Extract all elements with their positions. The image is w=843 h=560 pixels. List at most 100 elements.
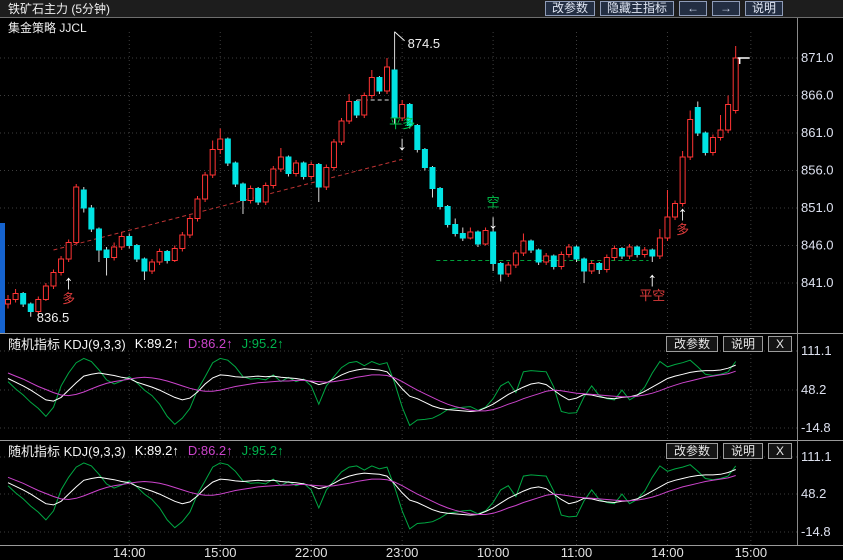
candle-body: [315, 164, 322, 188]
candle-body: [80, 189, 87, 209]
candle-body: [649, 249, 656, 257]
candle-body: [520, 240, 527, 254]
candle-body: [224, 138, 231, 164]
candle-body: [308, 164, 315, 177]
candle-body: [702, 132, 709, 153]
candle-body: [300, 162, 307, 177]
time-axis-label: 11:00: [561, 545, 593, 560]
candle-body: [239, 183, 246, 201]
prev-arrow-icon[interactable]: ←: [678, 1, 707, 16]
extreme-price-label: 836.5: [37, 310, 70, 325]
signal-down-arrow-icon: ↓: [397, 133, 407, 155]
kdj-close-button[interactable]: X: [767, 442, 792, 459]
price-axis-label: 871.0: [801, 50, 834, 65]
candle-body: [490, 231, 497, 264]
change-params-button[interactable]: 改参数: [544, 1, 595, 16]
time-axis-label: 22:00: [295, 545, 328, 560]
candle-body: [164, 251, 171, 261]
candle-body: [368, 77, 375, 96]
candle-body: [505, 264, 512, 275]
candle-body: [596, 263, 603, 270]
candle-body: [338, 120, 345, 143]
kdj-k-value: K:89.2↑: [134, 443, 179, 458]
candle-body: [467, 231, 474, 239]
help-button[interactable]: 说明: [744, 1, 783, 16]
candle-body: [384, 66, 390, 92]
candle-body: [414, 125, 421, 150]
candle-body: [330, 141, 337, 168]
kdj-k-line: [7, 364, 736, 413]
candle-body: [459, 233, 466, 239]
candle-body: [664, 216, 671, 239]
panel-divider-1: [0, 333, 843, 334]
candle-body: [611, 248, 618, 258]
time-axis-label: 10:00: [477, 545, 510, 560]
candle-body: [543, 255, 550, 263]
candle-body: [111, 246, 118, 258]
j-up-arrow-icon: ↑: [277, 443, 284, 458]
signal-up-arrow-icon: ↑: [678, 203, 688, 225]
candle-body: [5, 299, 11, 305]
candle-body: [103, 249, 110, 258]
kdj-j-value: J:95.2↑: [241, 443, 284, 458]
candle-body: [209, 149, 216, 176]
kdj-axis-label: 111.1: [801, 343, 832, 358]
candle-body: [20, 293, 27, 305]
candle-body: [732, 57, 739, 111]
candle-body: [581, 258, 588, 272]
kdj-close-button[interactable]: X: [767, 335, 792, 352]
strategy-label: 集金策略 JJCL: [8, 21, 87, 35]
hide-main-indicator-button[interactable]: 隐藏主指标: [599, 1, 674, 16]
candle-body: [437, 188, 444, 207]
candle-body: [88, 207, 95, 230]
candle-body: [603, 257, 610, 270]
candle-body: [285, 156, 292, 174]
price-axis-label: 841.0: [801, 275, 834, 290]
kdj-help-button[interactable]: 说明: [722, 442, 763, 459]
candle-body: [558, 254, 565, 267]
candle-body: [406, 104, 413, 126]
indicator-title: 随机指标 KDJ(9,3,3): [8, 444, 126, 459]
candle-body: [156, 251, 163, 263]
kdj-change-params-button[interactable]: 改参数: [665, 442, 718, 459]
candle-body: [421, 149, 428, 168]
candle-body: [656, 237, 663, 257]
candle-body: [353, 101, 360, 116]
kdj-d-value: D:86.2↑: [187, 443, 233, 458]
kdj-panel-1-header: 随机指标 KDJ(9,3,3) K:89.2↑ D:86.2↑ J:95.2↑ …: [0, 334, 797, 353]
price-axis-label: 846.0: [801, 238, 834, 253]
price-axis-label: 856.0: [801, 163, 834, 178]
candle-body: [550, 255, 557, 267]
next-arrow-icon[interactable]: →: [711, 1, 740, 16]
candle-body: [35, 299, 42, 312]
candle-body: [588, 263, 595, 272]
overlay-dashed-line: [53, 158, 403, 251]
candle-body: [694, 107, 701, 134]
kdj-axis-label: -14.8: [801, 420, 831, 435]
kdj-d-value: D:86.2↑: [187, 336, 233, 351]
d-up-arrow-icon: ↑: [226, 443, 233, 458]
candle-body: [709, 137, 716, 153]
candle-body: [232, 162, 239, 185]
candle-body: [573, 246, 580, 260]
signal-label: 多: [62, 291, 75, 306]
candle-body: [429, 167, 436, 189]
kdj-change-params-button[interactable]: 改参数: [665, 335, 718, 352]
price-axis-label: 851.0: [801, 200, 834, 215]
candle-body: [149, 261, 156, 272]
signal-up-arrow-icon: ↑: [647, 269, 657, 291]
time-axis-divider: [0, 545, 843, 546]
signal-down-arrow-icon: ↓: [488, 212, 498, 234]
candle-body: [672, 203, 679, 218]
candle-body: [27, 303, 34, 312]
candle-body: [626, 246, 633, 257]
kdj-axis-label: 48.2: [801, 486, 826, 501]
candle-body: [50, 272, 57, 287]
candle-body: [482, 230, 489, 245]
kdj-help-button[interactable]: 说明: [722, 335, 763, 352]
candle-body: [133, 245, 140, 260]
candle-body: [391, 69, 398, 119]
candle-body: [65, 242, 72, 260]
